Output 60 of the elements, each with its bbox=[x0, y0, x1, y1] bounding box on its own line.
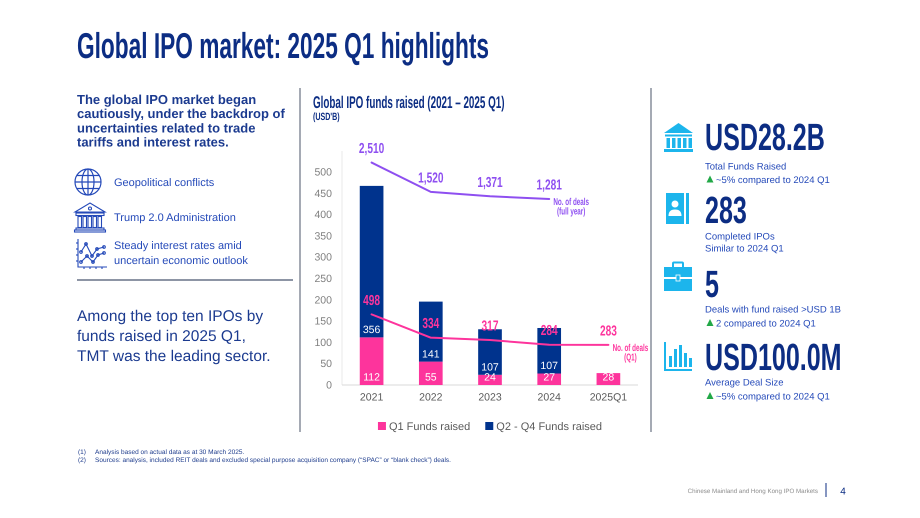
y-tick-label: 0 bbox=[326, 379, 332, 392]
data-label: 24 bbox=[484, 372, 496, 384]
text: ~5% compared to 2024 Q1 bbox=[716, 175, 830, 186]
text: Steady interest rates amid uncertain economic outlook bbox=[114, 240, 248, 267]
series-label: No. of deals (Q1) bbox=[612, 341, 648, 363]
x-tick-label: 2023 bbox=[478, 391, 502, 404]
x-tick-label: 2025Q1 bbox=[590, 391, 628, 404]
data-label: 1,520 bbox=[418, 170, 444, 186]
y-tick-label: 200 bbox=[314, 294, 332, 306]
text: USD28.2B bbox=[705, 116, 825, 158]
y-tick-label: 450 bbox=[314, 188, 332, 200]
data-label: 28 bbox=[602, 372, 614, 384]
data-label: 2,510 bbox=[358, 140, 384, 157]
data-label: 334 bbox=[422, 315, 440, 332]
series-label: No. of deals (full year) bbox=[553, 195, 590, 217]
text: Completed IPOs bbox=[705, 232, 775, 242]
y-tick-label: 150 bbox=[314, 316, 332, 328]
y-tick-label: 50 bbox=[320, 358, 332, 370]
text: ~5% compared to 2024 Q1 bbox=[716, 392, 830, 402]
data-label: 27 bbox=[543, 372, 556, 384]
y-tick-label: 250 bbox=[314, 272, 332, 285]
text: Deals with fund raised >USD 1B bbox=[705, 304, 841, 316]
y-tick-label: 100 bbox=[314, 336, 332, 349]
text: 4 bbox=[840, 486, 846, 498]
text: The global IPO market began cautiously, under the backdrop of uncertainties related to trade tariffs and interest rates. bbox=[77, 92, 286, 150]
y-tick-label: 400 bbox=[314, 209, 332, 222]
data-label: 498 bbox=[363, 292, 380, 308]
y-tick-label: 350 bbox=[314, 230, 332, 242]
bar bbox=[360, 186, 384, 338]
x-tick-label: 2024 bbox=[538, 391, 562, 404]
text: Total Funds Raised bbox=[705, 162, 786, 172]
data-label: 356 bbox=[362, 324, 381, 336]
text: Among the top ten IPOs by funds raised in 2025 Q1, TMT was the leading sector. bbox=[77, 308, 271, 365]
text: 283 bbox=[705, 188, 747, 232]
text: Similar to 2024 Q1 bbox=[705, 244, 784, 254]
data-label: 1,281 bbox=[536, 176, 562, 193]
data-label: 283 bbox=[600, 322, 617, 339]
data-label: 107 bbox=[540, 360, 558, 372]
legend-label: Q1 Funds raised bbox=[388, 421, 470, 433]
bar bbox=[360, 337, 384, 385]
data-label: 112 bbox=[363, 372, 380, 384]
y-tick-label: 500 bbox=[314, 166, 332, 179]
text: Geopolitical conflicts bbox=[114, 177, 215, 189]
data-label: 1,371 bbox=[477, 174, 503, 190]
text: USD100.0M bbox=[705, 336, 842, 378]
text: 5 bbox=[705, 262, 719, 306]
legend-label: Q2 - Q4 Funds raised bbox=[496, 421, 602, 433]
y-tick-label: 300 bbox=[314, 252, 332, 264]
chart-title: Global IPO funds raised (2021 – 2025 Q1) bbox=[313, 92, 505, 112]
text: Global IPO market: 2025 Q1 highlights bbox=[77, 26, 490, 66]
text: 2 compared to 2024 Q1 bbox=[716, 318, 816, 330]
chart-subtitle: (USD'B) bbox=[313, 110, 340, 122]
x-tick-label: 2022 bbox=[419, 391, 443, 404]
data-label: 55 bbox=[424, 372, 437, 384]
bar bbox=[418, 362, 443, 385]
data-label: 141 bbox=[422, 348, 440, 360]
x-tick-label: 2021 bbox=[360, 391, 384, 404]
text: Average Deal Size bbox=[705, 378, 784, 388]
data-label: 107 bbox=[481, 361, 499, 374]
text: Trump 2.0 Administration bbox=[114, 212, 236, 224]
